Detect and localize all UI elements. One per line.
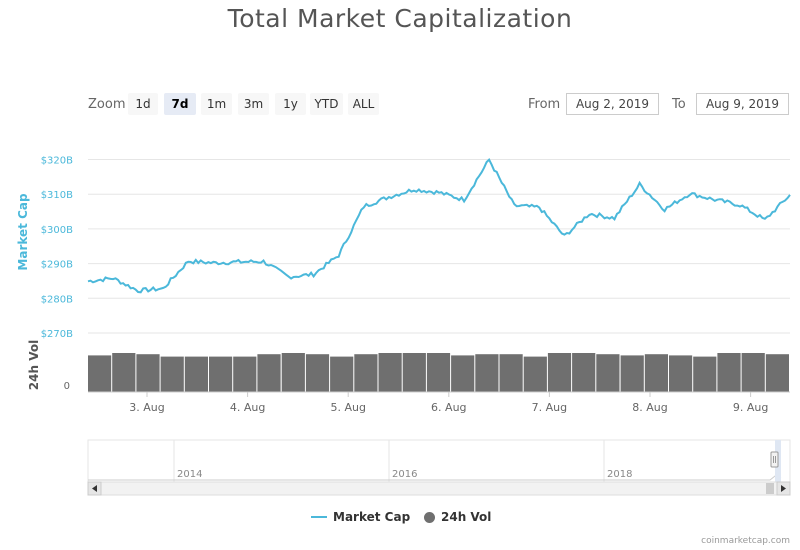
line-swatch-icon [311, 516, 327, 518]
legend-item-market-cap[interactable]: Market Cap [311, 510, 410, 524]
volume-bar [644, 354, 668, 392]
volume-bar [451, 355, 475, 392]
x-tick-label: 6. Aug [431, 401, 466, 414]
x-tick-label: 9. Aug [733, 401, 768, 414]
volume-bar [136, 354, 160, 392]
watermark: coinmarketcap.com [701, 536, 790, 546]
y-axis-title: Market Cap [16, 193, 30, 271]
zoom-1d-button[interactable]: 1d [128, 93, 158, 115]
scrollbar-thumb[interactable] [766, 483, 774, 494]
volume-bar [572, 353, 596, 392]
volume-bar [330, 356, 354, 392]
x-tick-label: 4. Aug [230, 401, 265, 414]
volume-axis-title: 24h Vol [27, 340, 41, 390]
volume-axis-zero: 0 [64, 381, 70, 392]
volume-series [88, 353, 789, 392]
volume-bar [160, 356, 184, 392]
zoom-label: Zoom [88, 97, 126, 112]
y-tick-label: $300B [41, 225, 73, 236]
volume-bar [378, 353, 402, 392]
zoom-1y-button[interactable]: 1y [275, 93, 306, 115]
y-axis-ticks: $270B $280B $290B $300B $310B $320B [41, 156, 73, 341]
zoom-7d-button[interactable]: 7d [164, 93, 196, 115]
volume-bar [765, 354, 789, 392]
market-cap-series [87, 158, 791, 294]
volume-bar [499, 354, 523, 392]
volume-bar [209, 356, 233, 392]
navigator[interactable]: 2014 2016 2018 [87, 439, 791, 483]
volume-bar [184, 356, 208, 392]
volume-bar [596, 354, 620, 392]
volume-bar [305, 354, 330, 392]
chart-title: Total Market Capitalization [227, 4, 573, 33]
x-axis-ticks: 3. Aug 4. Aug 5. Aug 6. Aug 7. Aug 8. Aug 9. A… [129, 392, 768, 414]
volume-bar [426, 353, 451, 392]
volume-bar [88, 355, 112, 392]
legend-label: 24h Vol [441, 510, 492, 524]
y-tick-label: $310B [41, 190, 73, 201]
volume-bar [669, 355, 693, 392]
legend-item-24h-vol[interactable]: 24h Vol [424, 510, 491, 524]
navigator-year-label: 2016 [392, 469, 417, 480]
volume-bar [717, 353, 741, 392]
grid-lines [88, 159, 790, 334]
volume-bar [547, 353, 572, 392]
zoom-3m-button[interactable]: 3m [238, 93, 269, 115]
volume-bar [620, 355, 644, 392]
navigator-handle-left[interactable] [770, 451, 779, 468]
to-date-input[interactable] [696, 93, 789, 115]
legend: Market Cap 24h Vol [0, 510, 800, 528]
x-tick-label: 5. Aug [330, 401, 365, 414]
market-cap-line [87, 158, 791, 294]
y-tick-label: $270B [41, 329, 73, 340]
volume-bar [281, 353, 305, 392]
zoom-1m-button[interactable]: 1m [201, 93, 232, 115]
from-label: From [528, 97, 561, 112]
navigator-years: 2014 2016 2018 [173, 440, 632, 482]
y-tick-label: $280B [41, 294, 73, 305]
volume-bar [257, 354, 281, 392]
navigator-year-label: 2014 [177, 469, 202, 480]
y-tick-label: $290B [41, 260, 73, 271]
scrollbar[interactable] [87, 481, 791, 496]
from-date-input[interactable] [566, 93, 659, 115]
legend-label: Market Cap [333, 510, 411, 524]
volume-bar [523, 356, 547, 392]
volume-bar [233, 356, 257, 392]
scrollbar-track[interactable] [87, 481, 791, 496]
to-label: To [672, 97, 686, 112]
x-tick-label: 3. Aug [129, 401, 164, 414]
volume-bar [693, 356, 717, 392]
volume-bar [112, 353, 136, 392]
zoom-ytd-button[interactable]: YTD [310, 93, 343, 115]
volume-bar [354, 354, 378, 392]
chevron-left-icon [92, 485, 97, 492]
chevron-right-icon [781, 485, 786, 492]
y-tick-label: $320B [41, 156, 73, 167]
x-tick-label: 7. Aug [532, 401, 567, 414]
x-tick-label: 8. Aug [632, 401, 667, 414]
volume-bar [402, 353, 426, 392]
volume-bar [741, 353, 765, 392]
dot-swatch-icon [424, 511, 435, 523]
navigator-year-label: 2018 [607, 469, 632, 480]
volume-bar [475, 354, 499, 392]
navigator-frame [87, 439, 791, 483]
zoom-all-button[interactable]: ALL [348, 93, 379, 115]
